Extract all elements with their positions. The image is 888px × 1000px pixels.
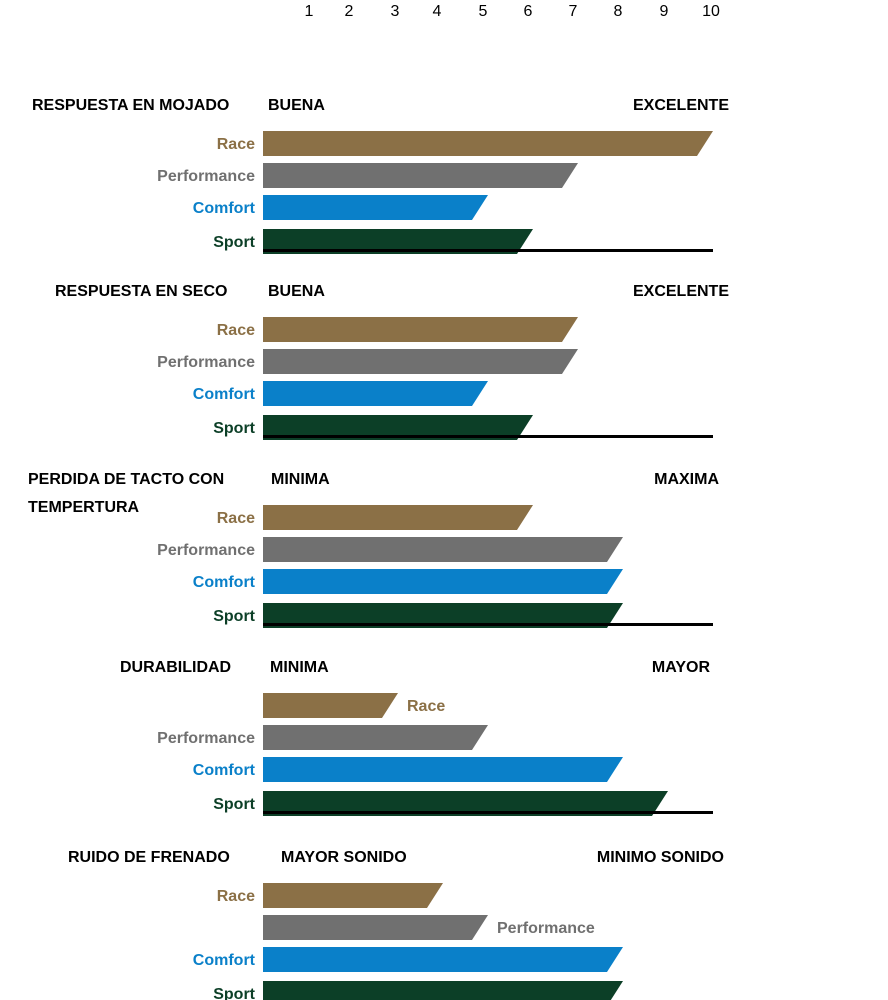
series-label-performance: Performance [157, 168, 255, 185]
bar-performance [263, 537, 623, 562]
bar-comfort [263, 947, 623, 972]
scale-right-label: EXCELENTE [633, 97, 729, 114]
x-tick-label: 1 [305, 3, 314, 20]
x-tick-label: 9 [660, 3, 669, 20]
series-label-comfort: Comfort [193, 200, 256, 217]
scale-left-label: BUENA [268, 283, 325, 300]
series-label-sport: Sport [213, 796, 255, 813]
bar-race [263, 317, 578, 342]
panel-title: RESPUESTA EN SECO [55, 283, 227, 300]
series-label-sport: Sport [213, 608, 255, 625]
x-tick-label: 3 [391, 3, 400, 20]
series-label-performance: Performance [497, 920, 595, 937]
series-label-race: Race [217, 888, 255, 905]
series-label-comfort: Comfort [193, 952, 256, 969]
x-tick-label: 8 [614, 3, 623, 20]
series-label-sport: Sport [213, 420, 255, 437]
panel-title: PERDIDA DE TACTO CON [28, 471, 224, 488]
bar-performance [263, 349, 578, 374]
series-label-comfort: Comfort [193, 574, 256, 591]
scale-right-label: MINIMO SONIDO [597, 849, 724, 866]
bar-sport [263, 981, 623, 1000]
bar-sport [263, 415, 533, 440]
series-label-performance: Performance [157, 542, 255, 559]
x-tick-label: 6 [524, 3, 533, 20]
bar-comfort [263, 757, 623, 782]
series-label-race: Race [407, 698, 445, 715]
x-tick-label: 7 [569, 3, 578, 20]
x-tick-label: 4 [433, 3, 442, 20]
scale-right-label: MAXIMA [654, 471, 719, 488]
bar-race [263, 505, 533, 530]
panel-axis-line [263, 249, 713, 252]
bar-performance [263, 163, 578, 188]
scale-left-label: MAYOR SONIDO [281, 849, 407, 866]
scale-left-label: MINIMA [270, 659, 329, 676]
series-label-sport: Sport [213, 234, 255, 251]
bar-race [263, 693, 398, 718]
scale-left-label: BUENA [268, 97, 325, 114]
bar-performance [263, 915, 488, 940]
bar-sport [263, 791, 668, 816]
bar-comfort [263, 569, 623, 594]
bar-race [263, 883, 443, 908]
series-label-comfort: Comfort [193, 386, 256, 403]
series-label-performance: Performance [157, 354, 255, 371]
panel-axis-line [263, 811, 713, 814]
panel-title: DURABILIDAD [120, 659, 231, 676]
series-label-performance: Performance [157, 730, 255, 747]
series-label-race: Race [217, 136, 255, 153]
series-label-comfort: Comfort [193, 762, 256, 779]
bar-sport [263, 603, 623, 628]
panel-title: RESPUESTA EN MOJADO [32, 97, 229, 114]
bar-comfort [263, 195, 488, 220]
scale-right-label: EXCELENTE [633, 283, 729, 300]
series-label-race: Race [217, 510, 255, 527]
scale-right-label: MAYOR [652, 659, 711, 676]
x-tick-label: 10 [702, 3, 720, 20]
bar-sport [263, 229, 533, 254]
panel-axis-line [263, 435, 713, 438]
bar-race [263, 131, 713, 156]
x-tick-label: 2 [345, 3, 354, 20]
scale-left-label: MINIMA [271, 471, 330, 488]
panel-title: RUIDO DE FRENADO [68, 849, 230, 866]
bar-comfort [263, 381, 488, 406]
series-label-sport: Sport [213, 986, 255, 1000]
panel-axis-line [263, 623, 713, 626]
bar-performance [263, 725, 488, 750]
x-tick-label: 5 [479, 3, 488, 20]
panel-title: TEMPERTURA [28, 499, 140, 516]
series-label-race: Race [217, 322, 255, 339]
